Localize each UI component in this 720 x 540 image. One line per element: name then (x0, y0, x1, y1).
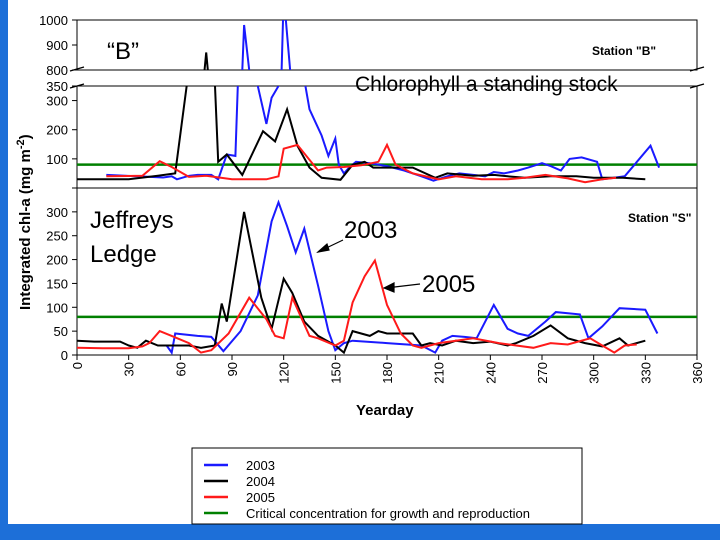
x-tick-label-360: 360 (690, 362, 705, 384)
panel-b-lower-frame (76, 85, 698, 189)
site-name-line1: Jeffreys (90, 207, 174, 234)
x-tick-label-270: 270 (535, 362, 550, 384)
x-tick-label-330: 330 (638, 362, 653, 384)
arrowhead-2005 (382, 282, 395, 293)
series-b-2005-lower (106, 142, 617, 184)
x-tick-label-30: 30 (122, 362, 137, 376)
y-tick-label-s-150: 150 (46, 276, 68, 291)
legend-box (191, 447, 583, 525)
series-s-2005 (77, 258, 637, 354)
panel-s-frame (76, 187, 698, 356)
y-tick-label-s-200: 200 (46, 253, 68, 268)
y-axis-title-close: ) (17, 134, 34, 139)
slide-frame-left (0, 0, 8, 540)
panel-b-marker: “B” (107, 38, 139, 65)
axis-ticks: 1002003003508009001000050100150200250300… (39, 13, 705, 384)
x-tick-label-0: 0 (70, 362, 85, 369)
y-tick-label-s-0: 0 (61, 348, 68, 363)
chart-title: Chlorophyll a standing stock (355, 73, 618, 96)
arrowhead-2003 (316, 242, 330, 253)
y-axis-title-exponent: -2 (15, 139, 27, 149)
series-s-2003 (165, 199, 659, 355)
y-tick-label-s-100: 100 (46, 300, 68, 315)
slide-frame-bottom (0, 524, 720, 540)
y-tick-label-s-250: 250 (46, 229, 68, 244)
y-tick-label-b-300: 300 (46, 94, 68, 109)
station-b-label: Station "B" (592, 44, 656, 58)
station-s-label: Station "S" (628, 211, 691, 225)
annotation-2005: 2005 (422, 271, 475, 298)
x-tick-label-120: 120 (277, 362, 292, 384)
x-tick-label-210: 210 (432, 362, 447, 384)
x-tick-label-60: 60 (173, 362, 188, 376)
x-tick-label-300: 300 (587, 362, 602, 384)
y-tick-label-b-100: 100 (46, 152, 68, 167)
legend-label-1: 2004 (246, 474, 275, 489)
y-axis-title: Integrated chl-a (mg m-2) (15, 134, 34, 310)
series-b-2004-lower (77, 86, 646, 181)
axis-break-right (689, 66, 705, 89)
x-tick-label-90: 90 (225, 362, 240, 376)
legend-label-2: 2005 (246, 490, 275, 505)
annotation-2003: 2003 (344, 217, 397, 244)
legend-label-3: Critical concentration for growth and re… (246, 506, 530, 521)
x-tick-label-180: 180 (380, 362, 395, 384)
x-tick-label-240: 240 (483, 362, 498, 384)
y-tick-label-b-200: 200 (46, 123, 68, 138)
y-tick-label-s-50: 50 (54, 324, 68, 339)
legend-label-0: 2003 (246, 458, 275, 473)
series-lines (77, 20, 697, 355)
y-tick-label-bup-900: 900 (46, 38, 68, 53)
x-axis-title: Yearday (356, 402, 414, 419)
y-tick-label-bup-1000: 1000 (39, 13, 68, 28)
annotation-arrows (316, 239, 421, 293)
site-name-line2: Ledge (90, 241, 157, 268)
y-axis-title-main: Integrated chl-a (mg m (17, 149, 34, 310)
y-tick-label-bup-800: 800 (46, 63, 68, 78)
y-tick-label-b-350: 350 (46, 79, 68, 94)
y-tick-label-s-300: 300 (46, 205, 68, 220)
series-s-2004 (77, 211, 646, 355)
x-tick-label-150: 150 (328, 362, 343, 384)
